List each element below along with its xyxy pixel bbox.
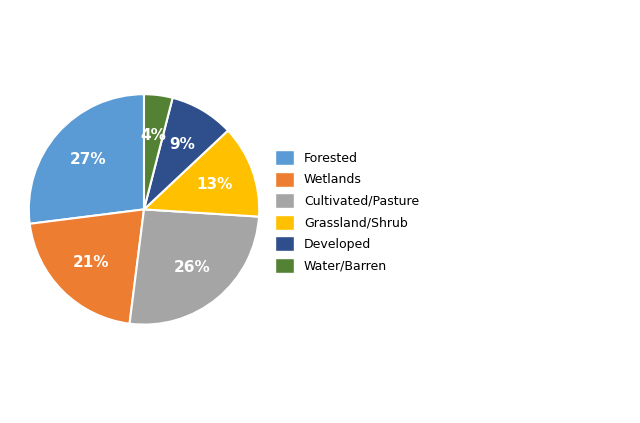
Wedge shape [129, 209, 259, 324]
Wedge shape [29, 94, 144, 224]
Text: 27%: 27% [70, 152, 106, 168]
Wedge shape [144, 94, 173, 209]
Legend: Forested, Wetlands, Cultivated/Pasture, Grassland/Shrub, Developed, Water/Barren: Forested, Wetlands, Cultivated/Pasture, … [275, 150, 419, 273]
Wedge shape [29, 209, 144, 324]
Text: 9%: 9% [169, 137, 195, 152]
Wedge shape [144, 131, 259, 217]
Text: 21%: 21% [73, 255, 109, 270]
Text: 4%: 4% [140, 128, 166, 143]
Text: 26%: 26% [173, 260, 210, 275]
Wedge shape [144, 98, 228, 209]
Text: 13%: 13% [196, 176, 233, 192]
